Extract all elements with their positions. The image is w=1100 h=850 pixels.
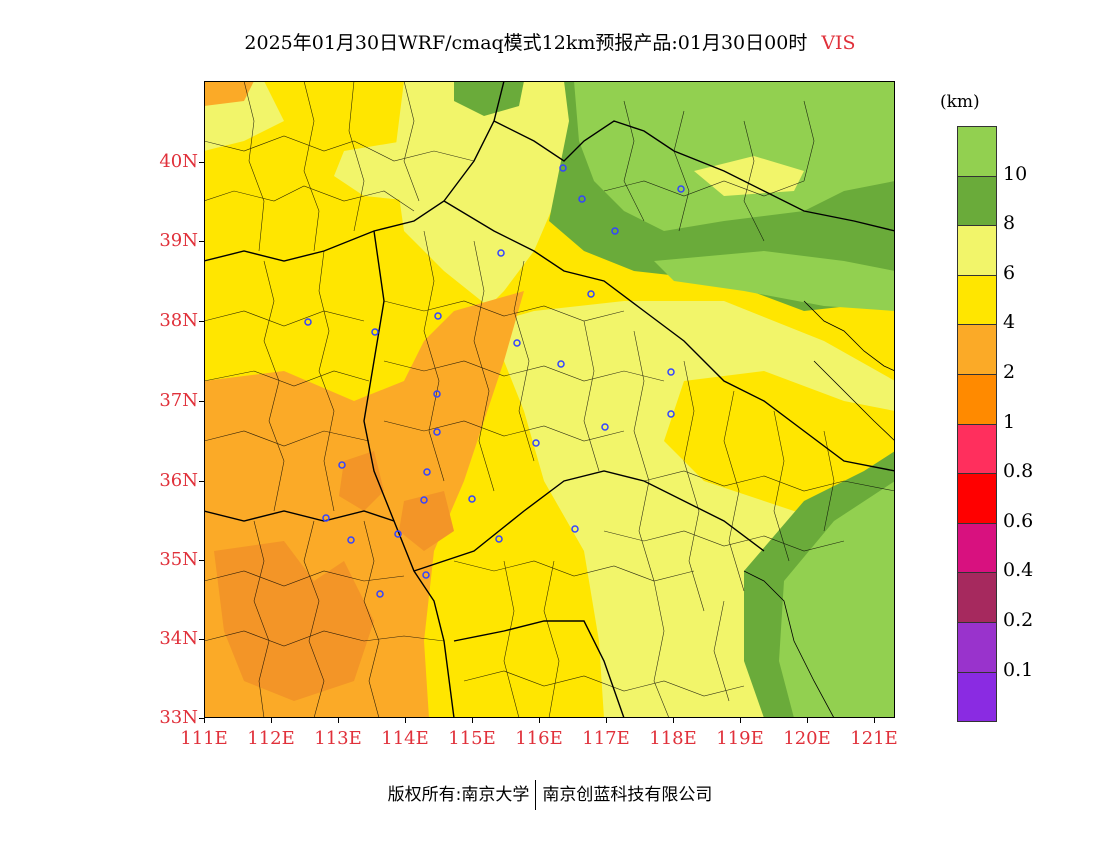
zone-orange-patch-1 [214,541,374,701]
lon-label-121E: 121E [850,728,898,749]
visibility-map [204,81,895,718]
legend-swatch [957,126,997,177]
legend-swatch [957,225,997,276]
lon-label-116E: 116E [515,728,563,749]
legend-swatch [957,175,997,226]
legend-label: 1 [1003,410,1016,433]
lon-label-119E: 119E [716,728,764,749]
legend-swatch [957,671,997,722]
lon-tick [539,718,540,723]
legend-label: 10 [1003,162,1028,185]
lat-label-38N: 38N [159,310,198,331]
legend-swatch [957,374,997,425]
zone-light-green-southeast [779,481,895,718]
legend-swatch [957,622,997,673]
lat-tick [199,718,204,719]
map-canvas [204,81,895,718]
legend-swatch [957,522,997,573]
station-markers [304,164,685,598]
lat-tick [199,401,204,402]
legend-label: 8 [1003,212,1016,235]
lon-tick [271,718,272,723]
copyright-left: 版权所有:南京大学 [387,785,530,805]
coastline [743,300,895,718]
zone-dark-green-northwest [454,81,524,116]
zone-light-orange-northwest [204,81,254,106]
legend-swatch [957,274,997,325]
zone-pale-yellow-blob [334,141,434,201]
zone-yellow-east [664,371,895,521]
legend-label: 2 [1003,361,1016,383]
lon-tick [204,718,205,723]
legend-swatch [957,324,997,375]
lat-label-39N: 39N [159,230,198,251]
zone-pale-yellow-island [694,156,804,196]
lat-tick [199,560,204,561]
lon-label-117E: 117E [582,728,630,749]
legend-swatch [957,572,997,623]
lat-tick [199,241,204,242]
lon-tick [606,718,607,723]
lon-tick [405,718,406,723]
lat-label-33N: 33N [159,707,198,728]
lat-label-40N: 40N [159,151,198,172]
legend-label: 6 [1003,261,1016,284]
lon-label-113E: 113E [314,728,362,749]
zone-orange-patch-3 [399,491,454,551]
copyright-separator [535,780,537,810]
legend-unit: (km) [940,92,980,112]
lat-tick [199,639,204,640]
zone-light-green-east [654,251,895,311]
lon-tick [673,718,674,723]
lat-tick [199,162,204,163]
legend-label: 0.2 [1003,609,1034,631]
lat-tick [199,481,204,482]
title-variable: VIS [821,32,856,54]
legend-label: 0.8 [1003,460,1034,483]
lon-tick [740,718,741,723]
province-boundaries [204,81,895,718]
lat-tick [199,321,204,322]
lat-label-34N: 34N [159,628,198,649]
county-boundaries [204,81,895,718]
lon-label-112E: 112E [247,728,295,749]
legend-label: 0.4 [1003,559,1034,582]
copyright-line: 版权所有:南京大学 南京创蓝科技有限公司 [0,780,1100,810]
lon-label-118E: 118E [649,728,697,749]
lon-tick [874,718,875,723]
legend-label: 0.6 [1003,509,1034,532]
title-main: 2025年01月30日WRF/cmaq模式12km预报产品:01月30日00时 [244,32,808,54]
lat-label-36N: 36N [159,470,198,491]
lat-label-35N: 35N [159,549,198,570]
legend-swatch [957,473,997,524]
map-title: 2025年01月30日WRF/cmaq模式12km预报产品:01月30日00时 V… [0,28,1100,55]
lat-label-37N: 37N [159,390,198,411]
lon-label-120E: 120E [783,728,831,749]
lon-label-111E: 111E [180,728,228,749]
lon-tick [472,718,473,723]
zone-light-green-north [574,81,895,231]
lon-label-115E: 115E [448,728,496,749]
legend-label: 4 [1003,311,1016,334]
lon-tick [807,718,808,723]
legend-swatch [957,423,997,474]
lon-tick [338,718,339,723]
copyright-right: 南京创蓝科技有限公司 [542,785,713,805]
legend-label: 0.1 [1003,658,1034,681]
lon-label-114E: 114E [381,728,429,749]
